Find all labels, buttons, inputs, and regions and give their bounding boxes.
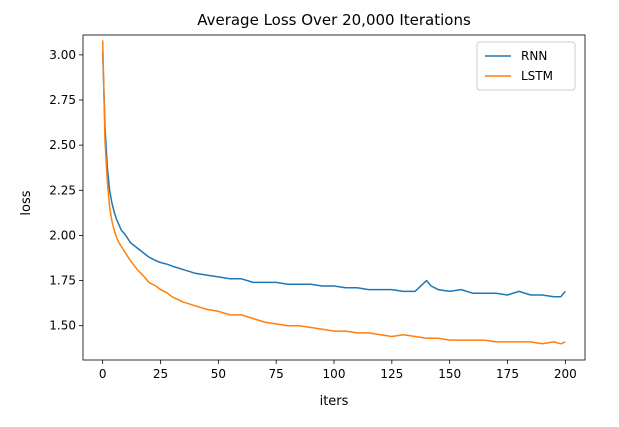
- y-tick-label: 1.50: [49, 319, 76, 333]
- series-line-lstm: [101, 40, 566, 345]
- y-tick-label: 1.75: [49, 274, 76, 288]
- legend-label-rnn: RNN: [521, 49, 547, 63]
- x-tick-label: 150: [438, 367, 461, 381]
- x-axis-label: iters: [320, 394, 349, 409]
- legend-box: [476, 41, 576, 91]
- x-tick-label: 50: [211, 367, 226, 381]
- x-tick-label: 0: [99, 367, 107, 381]
- plot-area: 0 25 50 75 100 125 150 175 200 1.50 1.75 2.00 2.25 2.…: [49, 34, 586, 381]
- y-tick-label: 2.50: [49, 138, 76, 152]
- x-tick-label: 25: [153, 367, 168, 381]
- x-tick-label: 175: [496, 367, 519, 381]
- y-tick-label: 3.00: [49, 48, 76, 62]
- legend-label-lstm: LSTM: [521, 69, 553, 83]
- x-tick-label: 125: [380, 367, 403, 381]
- y-tick-label: 2.75: [49, 93, 76, 107]
- x-tick-label: 200: [554, 367, 577, 381]
- chart-title: Average Loss Over 20,000 Iterations: [197, 11, 471, 29]
- series-line-rnn: [101, 51, 566, 298]
- y-tick-label: 2.25: [49, 183, 76, 197]
- x-tick-label: 75: [269, 367, 284, 381]
- y-tick-label: 2.00: [49, 228, 76, 242]
- x-tick-label: 100: [323, 367, 346, 381]
- y-axis-label: loss: [19, 190, 34, 215]
